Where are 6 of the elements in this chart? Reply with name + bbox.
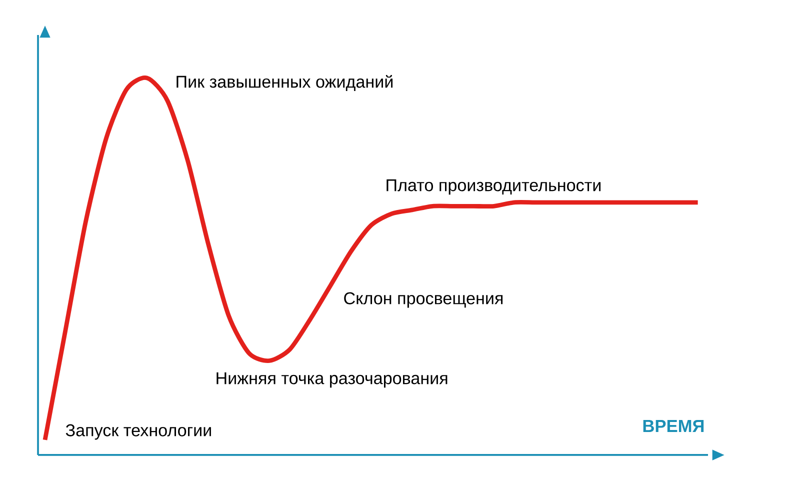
annotation: Пик завышенных ожиданий — [176, 74, 393, 92]
x-axis-title: ВРЕМЯ — [643, 420, 704, 432]
annotation: Склон просвещения — [344, 292, 503, 308]
annotation: Запуск технологии — [66, 424, 211, 440]
annotation: Плато производительности — [386, 179, 601, 195]
annotation: Нижняя точка разочарования — [216, 372, 448, 388]
